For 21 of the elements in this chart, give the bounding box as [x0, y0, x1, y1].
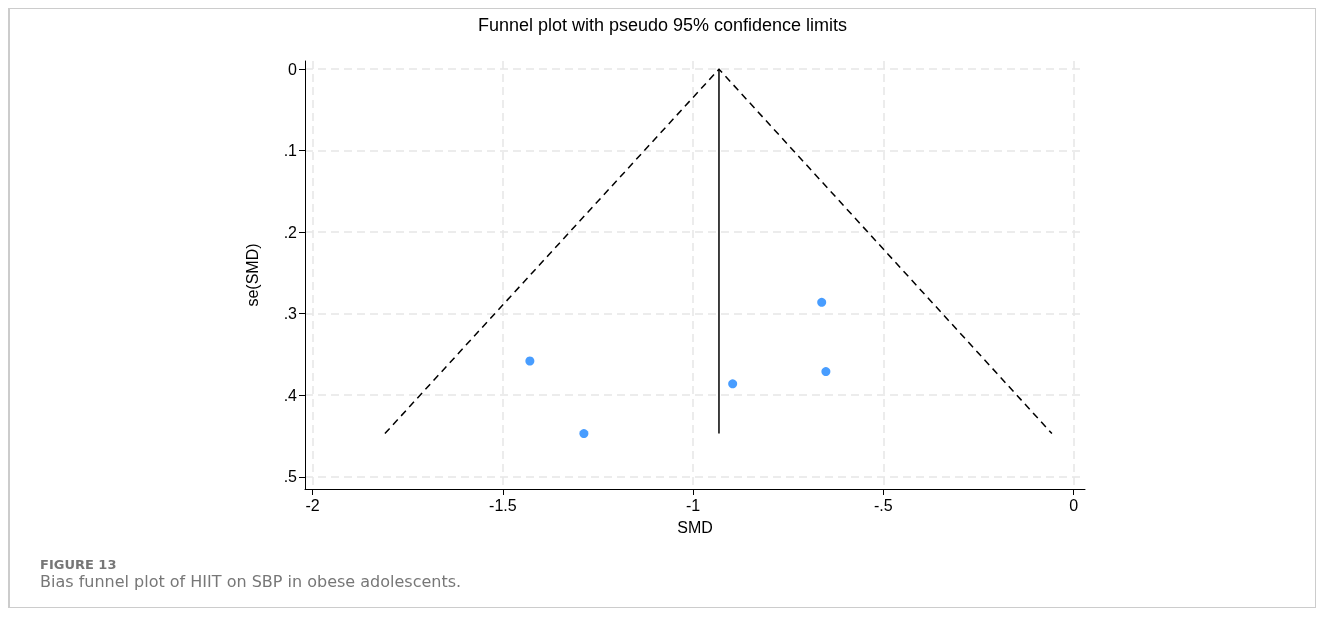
point [821, 367, 831, 377]
x-axis-title: SMD [677, 518, 713, 536]
y-tick-label: .5 [283, 468, 298, 486]
caption: FIGURE 13 [40, 557, 118, 572]
x-tick-label: -1 [685, 496, 701, 514]
point [728, 379, 738, 389]
y-tick-label: 0 [288, 60, 298, 78]
chart-title: Funnel plot with pseudo 95% confidence limits [477, 15, 848, 35]
x-tick-label: -.5 [874, 496, 893, 514]
x-tick-label: -2 [305, 496, 320, 514]
x-tick-label: -1.5 [489, 496, 517, 514]
point [525, 356, 535, 366]
y-tick-label: .1 [283, 142, 298, 160]
point [579, 429, 589, 439]
y-axis-title: se(SMD) [243, 243, 261, 307]
x-tick-label: 0 [1069, 496, 1079, 514]
point [817, 297, 827, 307]
y-tick-label: .2 [283, 223, 298, 241]
y-tick-label: .4 [283, 386, 298, 404]
text: Bias funnel plot of HIIT on SBP in obese adolescents. [40, 572, 463, 591]
y-tick-label: .3 [283, 305, 298, 323]
